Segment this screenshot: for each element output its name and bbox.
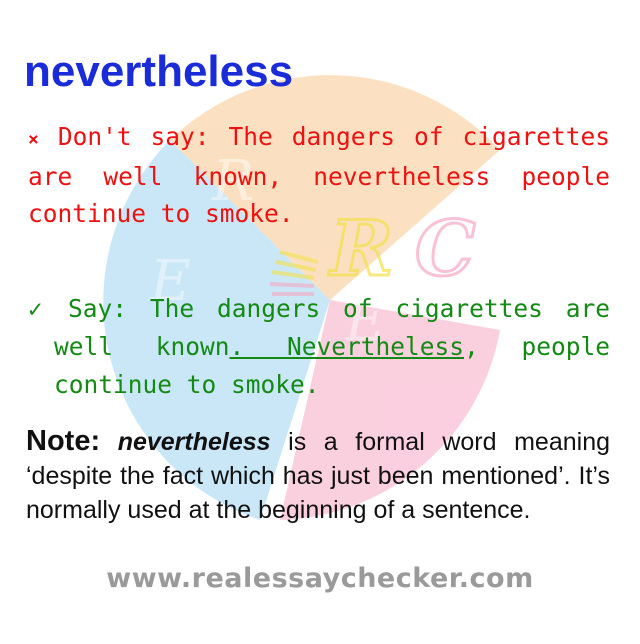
usage-note: Note: nevertheless is a formal word mean…	[26, 424, 610, 527]
logo-letter: E	[149, 249, 191, 314]
correct-body: Say: The dangers of cigarettes are well …	[28, 290, 610, 404]
logo-ray	[269, 282, 315, 288]
website-url: www.realessaychecker.com	[106, 563, 534, 594]
note-label: Note:	[26, 425, 101, 457]
correct-example: ✓ Say: The dangers of cigarettes are wel…	[28, 290, 610, 404]
logo-letter: C	[415, 204, 476, 293]
logo-ray	[279, 250, 319, 264]
incorrect-sentence: The dangers of cigarettes are well known…	[28, 122, 610, 228]
logo-letter: E	[344, 289, 386, 354]
logo-segment-blue	[103, 140, 330, 520]
logo-segment-pink	[280, 300, 500, 520]
logo-segment-orange	[170, 75, 500, 300]
logo-ray	[275, 260, 317, 272]
correct-sentence-part: , people continue to smoke.	[54, 332, 610, 399]
correct-underlined: . Nevertheless	[229, 332, 465, 361]
note-text: is a formal word meaning ‘despite the fa…	[26, 428, 610, 524]
incorrect-example: × Don't say: The dangers of cigarettes a…	[28, 118, 610, 232]
logo-ray	[271, 270, 315, 280]
correct-prefix: Say:	[68, 294, 128, 323]
logo-letter: R	[328, 204, 393, 293]
page-title: nevertheless	[24, 47, 294, 96]
correct-sentence-part: The dangers of cigarettes are well known	[54, 294, 610, 361]
logo-letter: R	[211, 149, 254, 214]
note-term: nevertheless	[117, 428, 271, 456]
incorrect-prefix: Don't say:	[57, 122, 210, 151]
cross-icon: ×	[28, 129, 39, 150]
check-icon: ✓	[28, 295, 43, 323]
